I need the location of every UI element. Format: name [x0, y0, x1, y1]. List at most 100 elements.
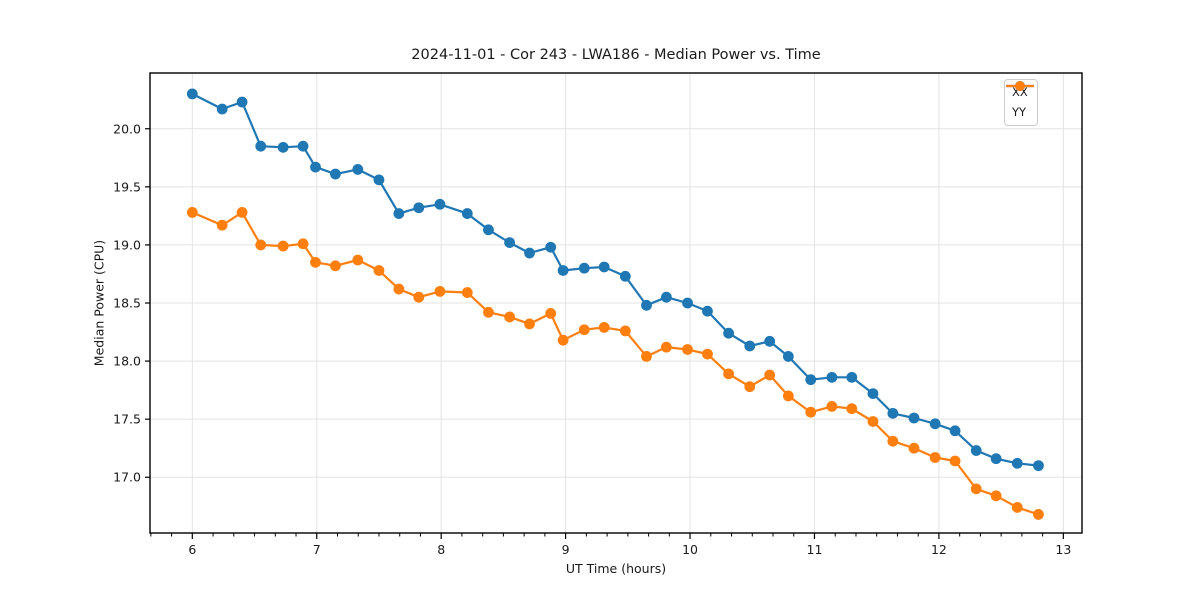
legend-label-yy: YY — [1012, 104, 1027, 119]
data-point-yy — [461, 287, 473, 298]
data-point-xx — [846, 371, 858, 383]
data-point-yy — [598, 321, 610, 333]
data-point-yy — [557, 334, 569, 346]
data-point-xx — [524, 247, 535, 259]
y-axis-label: Median Power (CPU) — [91, 239, 107, 367]
data-point-yy — [578, 324, 590, 336]
y-tick-label: 17.0 — [113, 470, 141, 485]
data-point-yy — [373, 265, 385, 276]
data-point-xx — [352, 164, 364, 175]
data-point-xx — [236, 96, 248, 108]
x-tick-label: 10 — [682, 542, 698, 557]
data-point-yy — [277, 240, 289, 252]
data-point-yy — [660, 341, 672, 353]
data-point-yy — [504, 311, 516, 323]
data-point-yy — [1011, 502, 1023, 513]
data-point-yy — [826, 400, 838, 412]
data-point-xx — [619, 270, 631, 282]
x-tick-label: 11 — [807, 542, 823, 557]
data-point-xx — [744, 340, 756, 352]
legend-item-yy: YY — [1006, 81, 1034, 122]
data-point-yy — [702, 348, 713, 360]
data-point-xx — [297, 140, 309, 152]
data-point-xx — [764, 335, 776, 347]
data-point-yy — [297, 238, 309, 250]
data-point-xx — [1033, 460, 1044, 472]
data-point-yy — [805, 406, 817, 418]
data-point-xx — [887, 407, 899, 419]
data-point-xx — [1011, 457, 1023, 469]
data-point-yy — [186, 206, 198, 218]
data-point-xx — [929, 418, 941, 430]
data-point-yy — [330, 260, 341, 272]
data-point-yy — [682, 344, 693, 355]
data-point-yy — [782, 390, 794, 402]
data-point-yy — [413, 291, 425, 303]
data-point-xx — [641, 299, 652, 311]
data-point-yy — [908, 442, 920, 454]
data-point-xx — [557, 265, 569, 276]
x-axis-label: UT Time (hours) — [565, 561, 667, 576]
data-point-xx — [970, 445, 982, 456]
data-point-xx — [504, 237, 516, 248]
data-point-xx — [277, 141, 289, 153]
data-point-yy — [483, 306, 494, 318]
x-tick-label: 8 — [437, 542, 445, 557]
data-point-xx — [682, 297, 693, 309]
data-point-xx — [578, 262, 590, 274]
data-point-xx — [782, 351, 794, 362]
data-point-yy — [255, 239, 267, 251]
data-point-yy — [1033, 509, 1044, 520]
data-point-xx — [393, 208, 405, 219]
data-point-yy — [990, 490, 1002, 502]
data-point-xx — [805, 374, 817, 386]
legend-label-xx: XX — [1012, 84, 1028, 99]
data-point-xx — [310, 161, 321, 173]
data-point-xx — [702, 305, 713, 317]
y-tick-label: 20.0 — [113, 121, 141, 136]
series-line-yy — [191, 211, 1039, 516]
data-point-yy — [867, 416, 879, 427]
data-point-yy — [846, 403, 858, 415]
data-point-xx — [598, 261, 610, 273]
data-point-yy — [949, 455, 961, 467]
data-point-xx — [434, 198, 446, 210]
data-point-xx — [723, 327, 735, 339]
plot-border — [149, 72, 1083, 534]
data-point-yy — [524, 318, 535, 330]
data-point-yy — [929, 452, 941, 463]
data-point-xx — [413, 202, 425, 214]
data-point-xx — [461, 208, 473, 219]
x-tick-label: 13 — [1055, 542, 1071, 557]
data-point-yy — [310, 256, 321, 268]
series-line-xx — [191, 92, 1039, 467]
y-tick-label: 19.5 — [113, 179, 141, 194]
x-tick-label: 9 — [562, 542, 570, 557]
data-point-yy — [545, 308, 557, 319]
data-point-yy — [393, 283, 405, 295]
data-point-yy — [434, 285, 446, 297]
data-point-xx — [483, 224, 494, 236]
legend: XX YY — [1004, 79, 1038, 126]
data-point-yy — [641, 351, 652, 362]
data-point-yy — [744, 381, 756, 393]
data-point-xx — [216, 103, 228, 115]
chart-title: 2024-11-01 - Cor 243 - LWA186 - Median P… — [411, 47, 821, 63]
x-tick-label: 12 — [931, 542, 947, 557]
data-point-yy — [216, 219, 228, 231]
data-point-xx — [826, 371, 838, 383]
data-point-xx — [545, 241, 557, 253]
data-point-yy — [619, 325, 631, 337]
data-point-xx — [255, 140, 267, 152]
data-point-yy — [970, 483, 982, 495]
data-point-yy — [352, 254, 364, 266]
data-point-yy — [764, 369, 776, 381]
x-tick-label: 7 — [313, 542, 321, 557]
data-point-yy — [887, 435, 899, 447]
data-point-xx — [908, 412, 920, 424]
data-point-xx — [373, 174, 385, 186]
data-point-yy — [236, 206, 248, 218]
y-tick-label: 17.5 — [113, 412, 141, 427]
